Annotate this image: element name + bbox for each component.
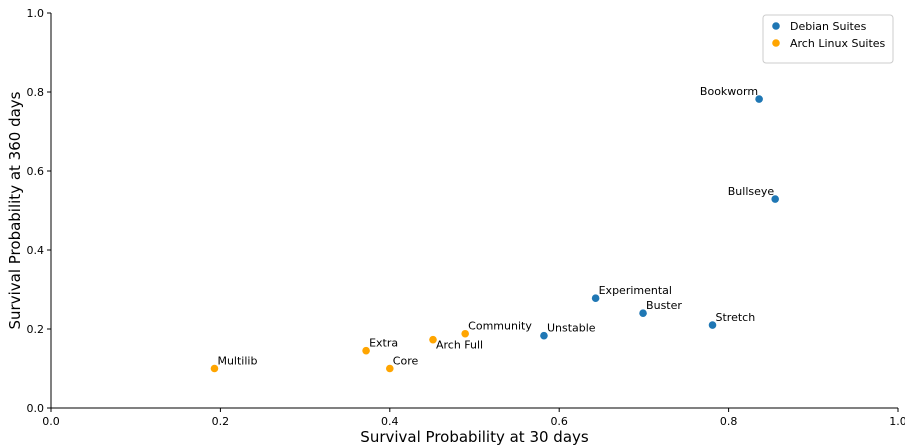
point-label: Core <box>393 355 419 368</box>
x-tick-label: 0.0 <box>42 415 60 428</box>
data-point <box>210 364 219 373</box>
x-tick-label: 0.6 <box>550 415 568 428</box>
y-tick-label: 0.8 <box>27 86 45 99</box>
point-label: Experimental <box>599 284 672 297</box>
point-label: Arch Full <box>436 339 483 352</box>
legend: Debian Suites Arch Linux Suites <box>762 14 894 64</box>
data-point <box>771 195 779 203</box>
axes: 0.0 0.2 0.4 0.6 0.8 1.0 0.0 0.2 0.4 0.6 0.8 1.0 <box>27 7 905 428</box>
data-point <box>540 331 548 340</box>
legend-entry: Debian Suites <box>790 20 867 33</box>
y-axis-label: Survival Probability at 360 days <box>6 91 24 329</box>
y-tick-label: 0.2 <box>27 323 45 336</box>
y-tick-label: 0.0 <box>27 402 45 415</box>
point-label: Community <box>468 320 532 333</box>
y-tick-label: 0.4 <box>27 244 45 257</box>
y-tick-label: 0.6 <box>27 165 45 178</box>
point-label: Bullseye <box>728 185 775 198</box>
x-tick-label: 1.0 <box>889 415 905 428</box>
data-point <box>639 309 647 318</box>
point-label: Buster <box>646 299 682 312</box>
data-point <box>429 335 437 344</box>
data-point <box>461 329 469 338</box>
point-label: Unstable <box>547 322 596 335</box>
x-tick-label: 0.2 <box>212 415 230 428</box>
point-label: Extra <box>369 337 398 350</box>
x-axis-label: Survival Probability at 30 days <box>360 428 589 446</box>
data-point <box>755 95 763 103</box>
data-point <box>591 294 600 302</box>
data-point <box>362 346 370 355</box>
data-points <box>210 95 779 373</box>
point-labels: Bookworm Bullseye Experimental Buster Stretc… <box>217 85 774 367</box>
point-label: Stretch <box>716 311 756 324</box>
data-point <box>386 364 394 373</box>
y-tick-label: 1.0 <box>27 7 45 20</box>
x-tick-label: 0.8 <box>720 415 738 428</box>
legend-entry: Arch Linux Suites <box>790 37 886 50</box>
x-tick-label: 0.4 <box>381 415 399 428</box>
legend-box <box>762 14 894 64</box>
legend-marker <box>772 22 780 30</box>
legend-marker <box>772 39 780 47</box>
data-point <box>708 321 717 329</box>
point-label: Multilib <box>217 355 257 368</box>
point-label: Bookworm <box>700 85 758 98</box>
